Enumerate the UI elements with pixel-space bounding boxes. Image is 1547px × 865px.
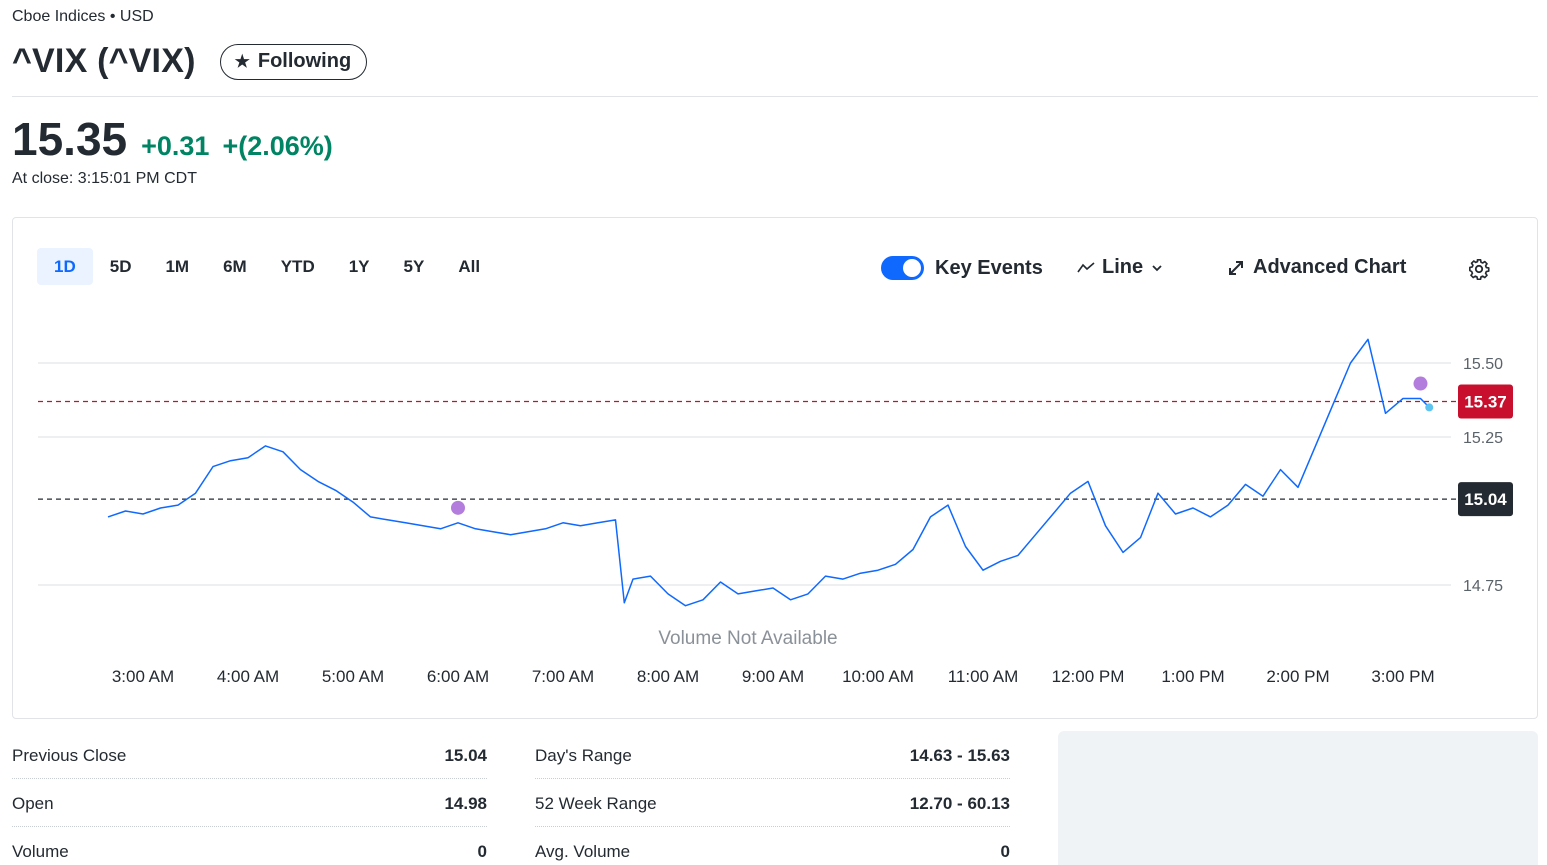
last-price: 15.35 [12, 113, 128, 165]
x-tick-label: 10:00 AM [842, 667, 914, 686]
x-tick-label: 3:00 AM [112, 667, 174, 686]
chart-card: 1D 5D 1M 6M YTD 1Y 5Y All Key Events Lin… [12, 217, 1538, 719]
close-time: At close: 3:15:01 PM CDT [12, 170, 197, 187]
stat-value: 15.04 [444, 745, 487, 765]
x-tick-label: 4:00 AM [217, 667, 279, 686]
x-tick-label: 5:00 AM [322, 667, 384, 686]
header-divider [12, 96, 1538, 97]
following-button[interactable]: ★ Following [219, 43, 368, 80]
x-tick-label: 8:00 AM [637, 667, 699, 686]
key-event-marker [1413, 376, 1428, 391]
stat-row: Volume 0 [12, 827, 487, 865]
stat-row: Previous Close 15.04 [12, 731, 487, 779]
stat-value: 0 [477, 841, 487, 861]
settings-gear-icon[interactable] [1468, 258, 1490, 280]
stat-label: 52 Week Range [535, 793, 657, 813]
range-ytd[interactable]: YTD [280, 256, 315, 276]
expand-icon [1229, 260, 1243, 275]
following-label: Following [257, 50, 352, 72]
stats-column-1: Previous Close 15.04 Open 14.98 Volume 0 [12, 731, 487, 865]
range-1y[interactable]: 1Y [348, 256, 370, 276]
advanced-chart-button[interactable]: Advanced Chart [1227, 256, 1406, 279]
x-tick-label: 11:00 AM [948, 667, 1019, 686]
range-1m[interactable]: 1M [165, 256, 190, 276]
stat-label: Open [12, 793, 54, 813]
stat-label: Volume [12, 841, 69, 861]
x-tick-label: 6:00 AM [427, 667, 489, 686]
key-events-toggle[interactable] [881, 256, 924, 280]
stat-value: 12.70 - 60.13 [909, 793, 1010, 813]
range-selector: 1D 5D 1M 6M YTD 1Y 5Y All [37, 248, 497, 285]
y-tick-label: 15.50 [1463, 356, 1503, 373]
range-6m[interactable]: 6M [223, 256, 247, 276]
volume-not-available: Volume Not Available [658, 628, 837, 649]
key-event-marker [451, 500, 465, 515]
stat-value: 14.63 - 15.63 [909, 745, 1010, 765]
line-chart-icon [1077, 261, 1095, 272]
toggle-knob [903, 259, 921, 277]
stat-row: Open 14.98 [12, 779, 487, 827]
stats-column-2: Day's Range 14.63 - 15.63 52 Week Range … [535, 731, 1010, 865]
price-chart[interactable]: 15.50 15.25 14.75 15.37 15.04 3:00 AM 4:00 AM 5… [13, 218, 1537, 718]
advanced-chart-label: Advanced Chart [1253, 256, 1407, 278]
ticker-row: ^VIX (^VIX) ★ Following [12, 42, 368, 81]
x-tick-label: 2:00 PM [1266, 667, 1329, 686]
stat-label: Avg. Volume [535, 841, 631, 861]
price-line [107, 338, 1430, 607]
ticker-title: ^VIX (^VIX) [12, 42, 196, 80]
ad-placeholder [1058, 731, 1538, 865]
reference-price-label: 15.04 [1464, 490, 1507, 509]
stat-value: 14.98 [444, 793, 487, 813]
stat-row: Avg. Volume 0 [535, 827, 1010, 865]
x-tick-label: 7:00 AM [532, 667, 594, 686]
chevron-down-icon [1152, 264, 1162, 271]
last-price-dot [1425, 403, 1434, 412]
reference-price-label: 15.37 [1464, 392, 1507, 411]
range-1d[interactable]: 1D [37, 248, 93, 285]
range-5d[interactable]: 5D [109, 256, 132, 276]
range-all[interactable]: All [458, 256, 481, 276]
key-events-label: Key Events [935, 257, 1043, 279]
x-tick-label: 12:00 PM [1052, 667, 1125, 686]
x-tick-label: 9:00 AM [742, 667, 804, 686]
stat-row: 52 Week Range 12.70 - 60.13 [535, 779, 1010, 827]
stat-value: 0 [1000, 841, 1010, 861]
y-tick-label: 14.75 [1463, 578, 1503, 595]
range-5y[interactable]: 5Y [403, 256, 425, 276]
chart-type-select[interactable]: Line [1076, 256, 1163, 279]
stat-label: Previous Close [12, 745, 127, 765]
reference-price-tag [1458, 384, 1513, 419]
quote-row: 15.35 +0.31 +(2.06%) [12, 112, 333, 166]
price-change: +0.31 [141, 131, 210, 161]
exchange-info: Cboe Indices • USD [12, 8, 154, 25]
y-tick-label: 15.25 [1463, 430, 1503, 447]
chart-type-label: Line [1102, 256, 1144, 278]
x-tick-label: 3:00 PM [1371, 667, 1434, 686]
x-tick-label: 1:00 PM [1161, 667, 1224, 686]
price-change-percent: +(2.06%) [222, 131, 333, 161]
stat-row: Day's Range 14.63 - 15.63 [535, 731, 1010, 779]
reference-price-tag [1458, 482, 1513, 517]
star-icon: ★ [234, 51, 250, 71]
stat-label: Day's Range [535, 745, 632, 765]
